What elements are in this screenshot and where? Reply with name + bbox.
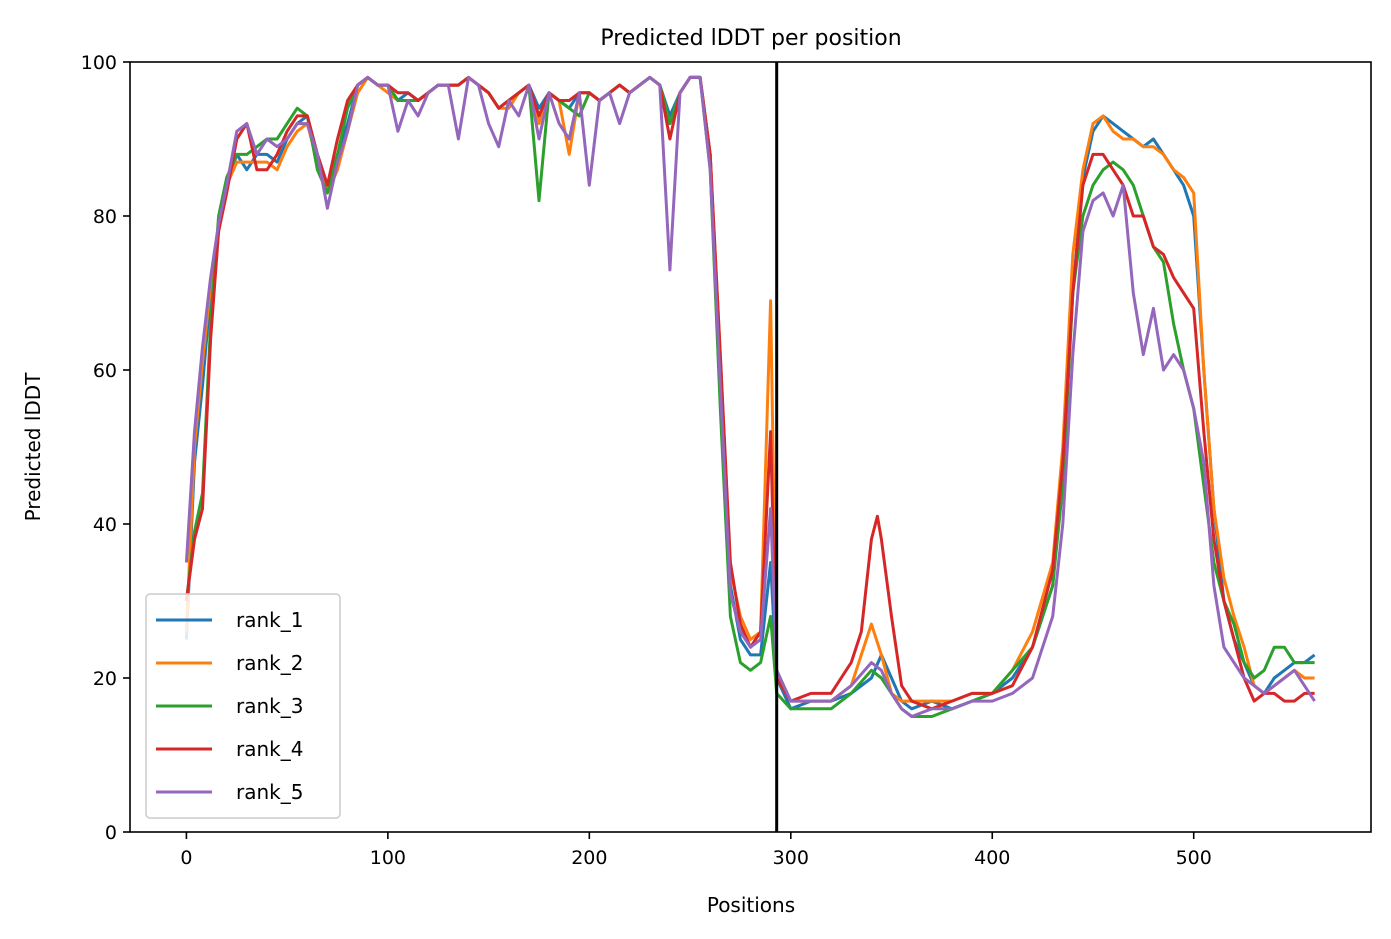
chart-title: Predicted lDDT per position: [600, 26, 901, 51]
y-tick-label: 20: [93, 668, 117, 690]
y-axis: 0 20 40 60 80 100: [81, 52, 130, 844]
x-tick-label: 500: [1176, 847, 1212, 869]
x-axis: 0 100 200 300 400 500: [180, 832, 1212, 869]
x-tick-label: 300: [773, 847, 809, 869]
y-tick-label: 60: [93, 360, 117, 382]
y-tick-label: 0: [105, 822, 117, 844]
plot-lines: [184, 75, 1316, 718]
x-tick-label: 100: [370, 847, 406, 869]
legend-box: [145, 593, 341, 819]
legend-label-rank-3: rank_3: [236, 694, 303, 718]
legend-label-rank-5: rank_5: [236, 780, 303, 804]
y-tick-label: 100: [81, 52, 117, 74]
plot-frame: [129, 61, 1372, 833]
x-tick-label: 200: [571, 847, 607, 869]
series-line-rank-5: [184, 75, 1316, 718]
x-tick-label: 400: [974, 847, 1010, 869]
x-tick-label: 0: [180, 847, 192, 869]
legend: rank_1 rank_2 rank_3 rank_4 rank_5: [145, 593, 341, 819]
y-axis-label: Predicted lDDT: [21, 372, 45, 522]
legend-label-rank-2: rank_2: [236, 651, 303, 675]
y-tick-label: 40: [93, 514, 117, 536]
legend-label-rank-1: rank_1: [236, 608, 303, 632]
legend-label-rank-4: rank_4: [236, 737, 303, 761]
y-tick-label: 80: [93, 206, 117, 228]
x-axis-label: Positions: [707, 893, 795, 917]
